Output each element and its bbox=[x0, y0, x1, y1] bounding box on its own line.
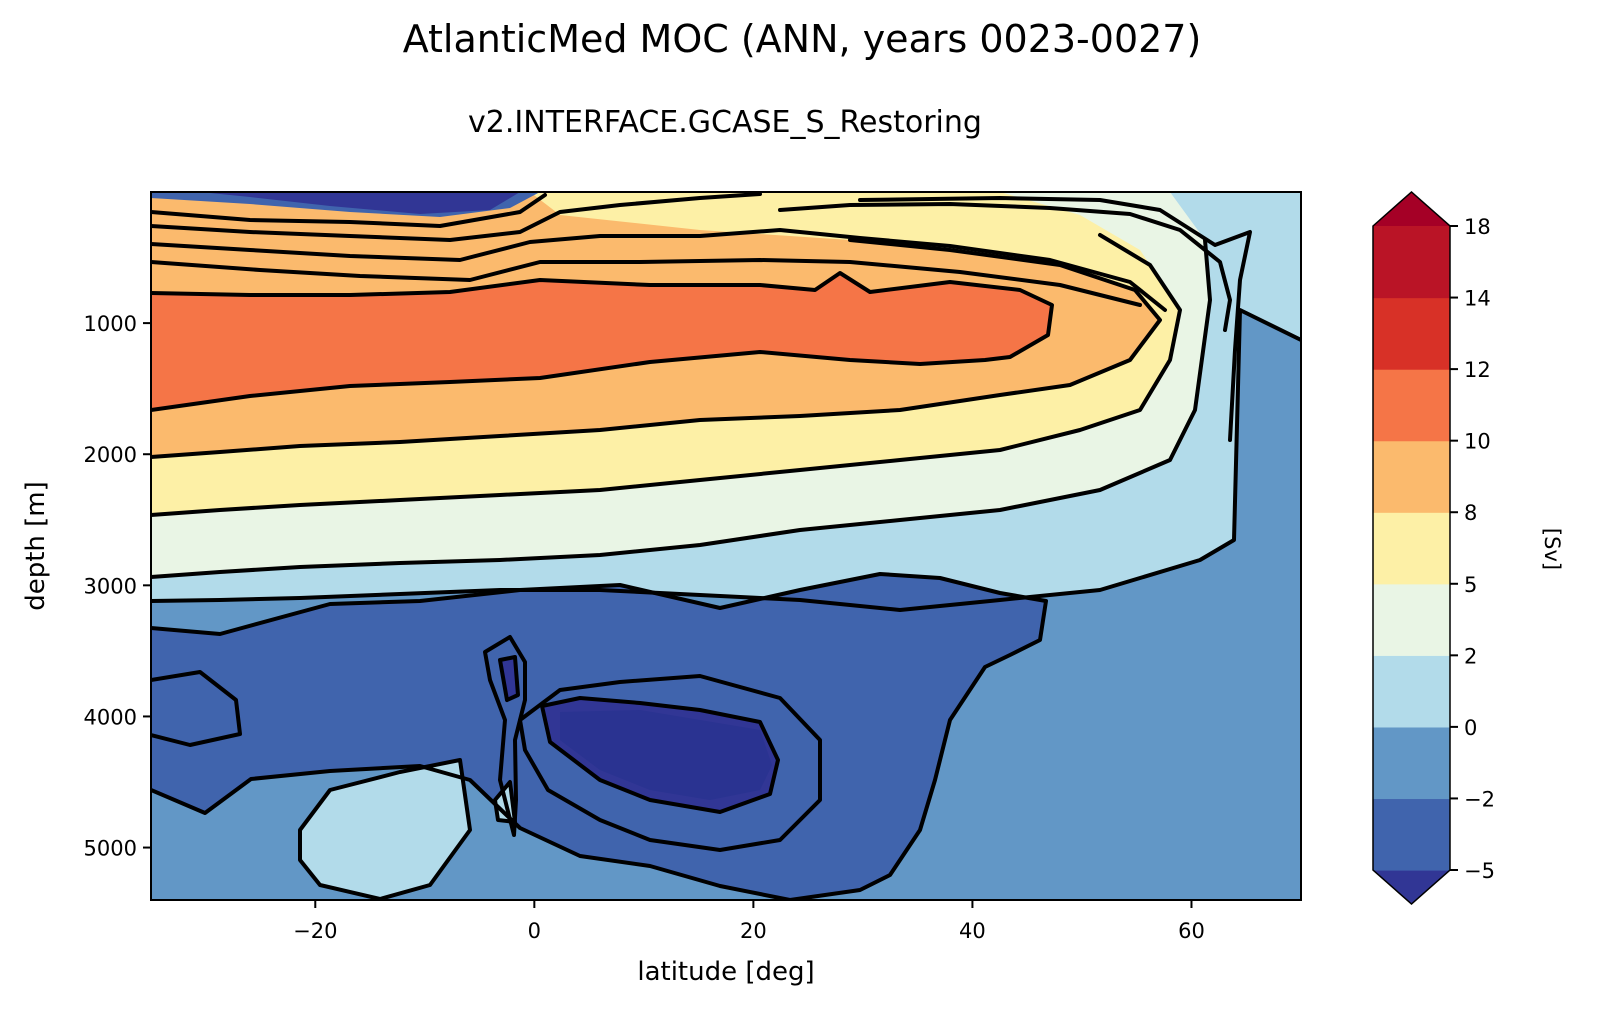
colorbar-tick-label: 18 bbox=[1464, 215, 1491, 239]
colorbar-tick-label: 2 bbox=[1464, 644, 1477, 668]
colorbar-extend-high bbox=[1373, 192, 1450, 226]
colorbar-tick-label: 0 bbox=[1464, 716, 1477, 740]
colorbar-band bbox=[1373, 583, 1450, 656]
contour-line-abyssal-inner bbox=[151, 670, 242, 747]
chart-subtitle: v2.INTERFACE.GCASE_S_Restoring bbox=[468, 105, 982, 140]
x-tick-label: 60 bbox=[1178, 919, 1205, 943]
contour-lines bbox=[151, 192, 1301, 900]
y-tick-label: 4000 bbox=[84, 705, 137, 729]
contour-line-equatorial-positive bbox=[493, 780, 517, 824]
contour-line-abyssal-cell bbox=[151, 572, 1048, 900]
x-axis-label: latitude [deg] bbox=[637, 957, 814, 987]
colorbar-band bbox=[1373, 369, 1450, 442]
contour-line-level-8 bbox=[151, 238, 1162, 459]
contour-line-cell-maximum bbox=[151, 271, 1054, 412]
contour-line-abyssal-core bbox=[540, 696, 780, 814]
plot-frame bbox=[150, 191, 1302, 901]
contour-fill-cell-maximum bbox=[151, 273, 1052, 410]
colorbar-tick-label: 10 bbox=[1464, 430, 1491, 454]
colorbar-tick-label: 8 bbox=[1464, 501, 1477, 525]
contour-line-surface-6 bbox=[858, 196, 1252, 442]
colorbar-extend-low bbox=[1373, 870, 1450, 904]
contour-line-abyssal-minimum bbox=[518, 674, 822, 852]
contour-line-surface-2 bbox=[151, 192, 762, 242]
x-tick-label: 40 bbox=[959, 919, 986, 943]
contour-line-level-5 bbox=[151, 233, 1182, 517]
y-axis: 1000 2000 3000 4000 5000 bbox=[84, 312, 151, 861]
plot-area bbox=[150, 191, 1302, 901]
x-tick-label: 0 bbox=[528, 919, 541, 943]
colorbar-tick-label: 14 bbox=[1464, 287, 1491, 311]
colorbar-label: [Sv] bbox=[1540, 528, 1564, 570]
colorbar-band bbox=[1373, 440, 1450, 513]
chart-title: AtlanticMed MOC (ANN, years 0023-0027) bbox=[403, 17, 1202, 61]
colorbar-band bbox=[1373, 297, 1450, 370]
colorbar-band bbox=[1373, 798, 1450, 871]
contour-line-surface-4 bbox=[151, 258, 1142, 307]
contour-fill-equatorial-minimum bbox=[500, 657, 518, 700]
contour-fill-surface-minimum bbox=[200, 192, 520, 214]
contour-fill-bottom-positive-cell bbox=[300, 760, 470, 899]
y-tick-label: 5000 bbox=[84, 837, 137, 861]
x-tick-label: 20 bbox=[740, 919, 767, 943]
colorbar: −5 −2 0 2 5 8 10 12 14 18 bbox=[1372, 190, 1495, 906]
contour-fill-abyssal-minimum bbox=[560, 710, 772, 800]
contour-line-equatorial-minimum bbox=[498, 655, 520, 702]
colorbar-band bbox=[1373, 726, 1450, 800]
colorbar-tick-label: −5 bbox=[1464, 859, 1495, 883]
contour-line-equatorial-cell bbox=[483, 635, 527, 837]
y-tick-label: 1000 bbox=[84, 312, 137, 336]
colorbar-tick-label: −2 bbox=[1464, 787, 1495, 811]
contour-line-level-2 bbox=[151, 238, 1212, 579]
x-tick-label: −20 bbox=[293, 919, 337, 943]
y-tick-label: 3000 bbox=[84, 574, 137, 598]
colorbar-band bbox=[1373, 226, 1450, 299]
contour-line-surface-5 bbox=[778, 202, 1232, 332]
colorbar-tick-label: 12 bbox=[1464, 358, 1491, 382]
contour-line-surface-3 bbox=[151, 228, 1167, 312]
contour-line-bottom-positive bbox=[298, 758, 472, 900]
colorbar-band bbox=[1373, 655, 1450, 728]
y-tick-label: 2000 bbox=[84, 443, 137, 467]
x-axis: −20 0 20 40 60 bbox=[293, 900, 1205, 943]
contour-line-surface-1 bbox=[151, 193, 547, 228]
y-axis-label: depth [m] bbox=[21, 481, 51, 611]
colorbar-tick-label: 5 bbox=[1464, 573, 1477, 597]
colorbar-band bbox=[1373, 512, 1450, 585]
contour-line-level-0 bbox=[151, 308, 1301, 612]
contour-line-abyssal-lower bbox=[151, 764, 792, 900]
